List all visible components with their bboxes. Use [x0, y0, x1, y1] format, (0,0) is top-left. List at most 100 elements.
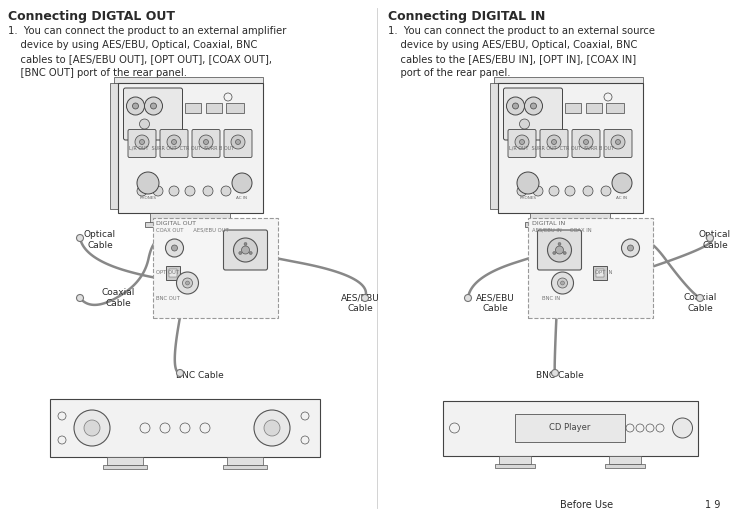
Bar	[489, 83, 498, 209]
FancyBboxPatch shape	[572, 130, 600, 157]
Text: device by using AES/EBU, Optical, Coaxial, BNC: device by using AES/EBU, Optical, Coaxia…	[8, 40, 257, 50]
Text: BNC IN: BNC IN	[543, 296, 561, 301]
FancyBboxPatch shape	[128, 130, 156, 157]
Text: AES/EBU
Cable: AES/EBU Cable	[476, 293, 514, 313]
Circle shape	[583, 186, 593, 196]
Circle shape	[242, 246, 249, 254]
Circle shape	[707, 235, 713, 241]
Bar	[165, 266, 180, 280]
Text: BNC OUT: BNC OUT	[156, 296, 180, 301]
Circle shape	[76, 295, 84, 301]
Circle shape	[517, 172, 539, 194]
Circle shape	[533, 186, 543, 196]
Bar	[515, 414, 625, 442]
Circle shape	[233, 238, 257, 262]
Circle shape	[140, 139, 144, 145]
Bar	[223, 465, 267, 469]
Text: 1.  You can connect the product to an external amplifier: 1. You can connect the product to an ext…	[8, 26, 286, 36]
Circle shape	[627, 245, 633, 251]
Bar	[498, 83, 643, 213]
Circle shape	[254, 410, 290, 446]
Circle shape	[556, 246, 563, 254]
Text: OPT OUT: OPT OUT	[156, 270, 180, 275]
Circle shape	[615, 139, 621, 145]
Circle shape	[611, 135, 625, 149]
Circle shape	[558, 242, 561, 246]
Bar	[586, 103, 602, 113]
Text: AES/EBU
Cable: AES/EBU Cable	[341, 293, 379, 313]
Circle shape	[519, 139, 525, 145]
Bar	[150, 213, 230, 223]
Bar	[609, 455, 641, 464]
Circle shape	[579, 135, 593, 149]
Text: PHONES: PHONES	[519, 196, 537, 200]
Circle shape	[140, 119, 149, 129]
Bar	[525, 222, 615, 227]
FancyBboxPatch shape	[124, 88, 183, 140]
Bar	[113, 77, 263, 83]
Text: 1.  You can connect the product to an external source: 1. You can connect the product to an ext…	[388, 26, 655, 36]
Text: cables to [AES/EBU OUT], [OPT OUT], [COAX OUT],: cables to [AES/EBU OUT], [OPT OUT], [COA…	[8, 54, 272, 64]
FancyBboxPatch shape	[192, 130, 220, 157]
Text: Coaxial
Cable: Coaxial Cable	[683, 293, 716, 313]
Circle shape	[673, 418, 692, 438]
FancyBboxPatch shape	[508, 130, 536, 157]
Circle shape	[186, 281, 190, 285]
Text: CD Player: CD Player	[550, 424, 590, 433]
Bar	[107, 457, 143, 465]
Circle shape	[697, 295, 704, 301]
FancyBboxPatch shape	[223, 230, 267, 270]
Bar	[565, 103, 581, 113]
Bar	[499, 455, 531, 464]
Circle shape	[507, 97, 525, 115]
Circle shape	[513, 103, 519, 109]
Circle shape	[137, 186, 147, 196]
FancyBboxPatch shape	[160, 130, 188, 157]
Circle shape	[167, 135, 181, 149]
Bar	[109, 83, 118, 209]
Circle shape	[621, 239, 639, 257]
Circle shape	[232, 173, 252, 193]
Text: Coaxial
Cable: Coaxial Cable	[101, 289, 134, 308]
Circle shape	[153, 186, 163, 196]
FancyBboxPatch shape	[604, 130, 632, 157]
Circle shape	[171, 245, 177, 251]
Circle shape	[239, 252, 242, 254]
Circle shape	[601, 186, 611, 196]
Text: L/R OUT  SURR OUT  CTR OUT  SURR B OUT: L/R OUT SURR OUT CTR OUT SURR B OUT	[125, 146, 233, 151]
Text: AES/EBU IN     COAX IN: AES/EBU IN COAX IN	[532, 228, 591, 233]
Circle shape	[557, 278, 568, 288]
Circle shape	[549, 186, 559, 196]
Bar	[494, 77, 643, 83]
Circle shape	[84, 420, 100, 436]
Bar	[495, 464, 535, 468]
Circle shape	[236, 139, 241, 145]
Circle shape	[204, 139, 208, 145]
Circle shape	[547, 135, 561, 149]
Circle shape	[551, 139, 556, 145]
Text: L/R OUT  SURR OUT  CTR OUT  SURR B OUT: L/R OUT SURR OUT CTR OUT SURR B OUT	[506, 146, 614, 151]
Text: COAX OUT      AES/EBU OUT: COAX OUT AES/EBU OUT	[156, 228, 230, 233]
Text: Before Use: Before Use	[560, 500, 613, 510]
Bar	[206, 103, 222, 113]
Bar	[605, 464, 645, 468]
Circle shape	[132, 103, 138, 109]
Text: cables to the [AES/EBU IN], [OPT IN], [COAX IN]: cables to the [AES/EBU IN], [OPT IN], [C…	[388, 54, 636, 64]
Bar	[606, 103, 624, 113]
Circle shape	[177, 272, 199, 294]
Circle shape	[551, 272, 574, 294]
Text: Connecting DIGTAL OUT: Connecting DIGTAL OUT	[8, 10, 175, 23]
Bar	[530, 213, 610, 223]
Circle shape	[584, 139, 588, 145]
Bar	[103, 465, 147, 469]
Bar	[168, 269, 177, 277]
Bar	[227, 457, 263, 465]
Circle shape	[199, 135, 213, 149]
Circle shape	[563, 252, 566, 254]
Text: device by using AES/EBU, Optical, Coaxial, BNC: device by using AES/EBU, Optical, Coaxia…	[388, 40, 637, 50]
Text: AC IN: AC IN	[617, 196, 627, 200]
Circle shape	[74, 410, 110, 446]
Bar	[185, 103, 201, 113]
Circle shape	[525, 97, 543, 115]
Circle shape	[183, 278, 193, 288]
